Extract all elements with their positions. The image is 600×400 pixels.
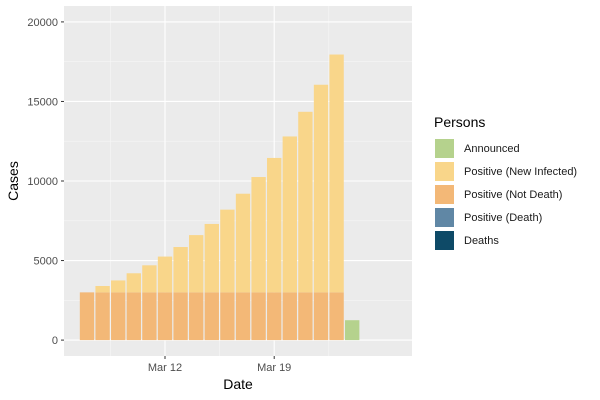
legend-item-positive-new-infected: Positive (New Infected) — [434, 160, 577, 183]
legend-item-positive-death: Positive (Death) — [434, 206, 577, 229]
bar-positive-new-infected — [267, 157, 282, 293]
bar-positive-not-death — [157, 292, 173, 341]
legend-item-announced: Announced — [434, 137, 577, 160]
bar-positive-not-death — [282, 292, 297, 341]
bar-positive-new-infected — [126, 273, 141, 293]
bar-positive-not-death — [313, 292, 329, 341]
bar-positive-not-death — [79, 292, 95, 341]
y-tick-label: 0 — [52, 335, 58, 347]
bar-positive-not-death — [267, 292, 282, 341]
bar-announced — [345, 320, 360, 341]
legend-key-positive-new-infected — [434, 161, 455, 182]
y-axis-title: Cases — [5, 161, 21, 201]
bar-positive-not-death — [251, 292, 266, 341]
bar-positive-not-death — [204, 292, 219, 341]
x-axis-title: Date — [223, 376, 253, 392]
bars — [79, 54, 360, 341]
bar-positive-new-infected — [313, 84, 329, 293]
x-axis: Mar 12 Mar 19 — [148, 356, 291, 374]
bar-positive-new-infected — [235, 193, 251, 293]
bar-positive-new-infected — [111, 280, 126, 293]
legend-label: Positive (Death) — [464, 211, 543, 224]
bar-positive-not-death — [142, 292, 157, 341]
bar-positive-not-death — [95, 292, 110, 341]
bar-positive-new-infected — [173, 247, 188, 293]
y-tick-label: 10000 — [27, 176, 58, 188]
y-tick-label: 5000 — [34, 256, 58, 268]
legend-key-announced — [434, 138, 455, 159]
legend-label: Positive (New Infected) — [464, 165, 578, 178]
legend-key-positive-death — [434, 207, 455, 228]
legend-item-positive-not-death: Positive (Not Death) — [434, 183, 577, 206]
bar-positive-new-infected — [204, 223, 219, 293]
bar-positive-new-infected — [95, 286, 110, 293]
bar-positive-new-infected — [329, 54, 344, 293]
bar-positive-new-infected — [220, 209, 235, 293]
bar-positive-new-infected — [157, 256, 173, 293]
legend-label: Announced — [464, 142, 520, 155]
bar-positive-not-death — [111, 292, 126, 341]
bar-positive-not-death — [235, 292, 251, 341]
bar-positive-new-infected — [142, 265, 157, 293]
legend: Persons Announced Positive (New Infected… — [434, 114, 577, 252]
legend-key-positive-not-death — [434, 184, 455, 205]
bar-positive-not-death — [126, 292, 141, 341]
legend-title: Persons — [434, 114, 486, 130]
bar-positive-new-infected — [189, 235, 204, 293]
bar-positive-not-death — [220, 292, 235, 341]
x-tick-label: Mar 12 — [148, 362, 182, 374]
bar-positive-new-infected — [298, 111, 313, 293]
legend-label: Positive (Not Death) — [464, 188, 563, 201]
y-tick-label: 20000 — [27, 17, 58, 29]
y-tick-label: 15000 — [27, 96, 58, 108]
bar-positive-not-death — [189, 292, 204, 341]
legend-label: Deaths — [464, 234, 499, 247]
bar-positive-not-death — [298, 292, 313, 341]
bar-positive-not-death — [329, 292, 344, 341]
legend-item-deaths: Deaths — [434, 229, 577, 252]
bar-positive-not-death — [173, 292, 188, 341]
bar-positive-new-infected — [251, 177, 266, 293]
legend-key-deaths — [434, 230, 455, 251]
bar-positive-new-infected — [282, 136, 297, 293]
x-tick-label: Mar 19 — [257, 362, 291, 374]
y-axis: 0 5000 10000 15000 20000 — [27, 17, 64, 347]
